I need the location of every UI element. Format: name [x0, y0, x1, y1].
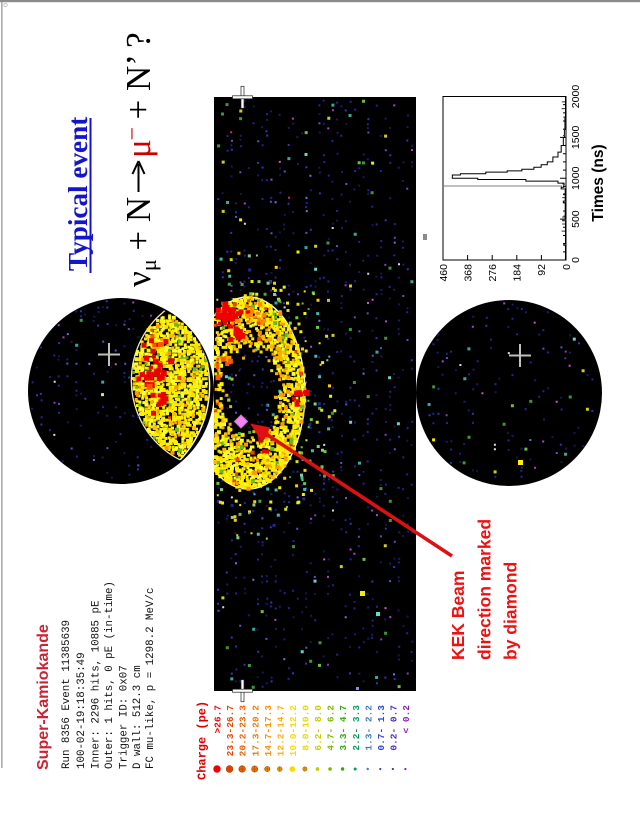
svg-text:0.2- 0.7: 0.2- 0.7 [388, 705, 399, 751]
svg-text:Super-Kamiokande: Super-Kamiokande [35, 624, 52, 770]
svg-text:8.0-10.0: 8.0-10.0 [301, 705, 312, 751]
svg-text:< 0.2: < 0.2 [401, 705, 412, 734]
svg-text:100-02-19:18:35:49: 100-02-19:18:35:49 [76, 652, 88, 769]
svg-text:Inner: 2296 hits, 10885 pE: Inner: 2296 hits, 10885 pE [91, 601, 103, 769]
svg-text:12.2-14.7: 12.2-14.7 [275, 705, 286, 757]
svg-text:276: 276 [487, 264, 499, 282]
svg-text:368: 368 [462, 264, 474, 282]
svg-text:>26.7: >26.7 [213, 705, 224, 734]
svg-text:by diamond: by diamond [501, 562, 521, 660]
svg-text:17.3-20.2: 17.3-20.2 [250, 705, 261, 757]
svg-text:νμ + N: νμ + N [119, 197, 161, 287]
svg-text:500: 500 [570, 210, 582, 228]
svg-text:1000: 1000 [570, 166, 582, 190]
svg-text:Times (ns): Times (ns) [590, 144, 607, 221]
svg-text:D wall: 512.3 cm: D wall: 512.3 cm [132, 665, 144, 769]
svg-text:FC mu-like, p = 1298.2 MeV/c: FC mu-like, p = 1298.2 MeV/c [145, 588, 157, 769]
svg-text:3.3- 4.7: 3.3- 4.7 [338, 705, 349, 751]
svg-text:Trigger ID: 0x07: Trigger ID: 0x07 [119, 665, 131, 769]
svg-text:Run 8356 Event 11385639: Run 8356 Event 11385639 [61, 620, 73, 769]
svg-text:184: 184 [512, 264, 524, 282]
svg-text:460: 460 [438, 264, 450, 282]
svg-text:μ– + N’ ?: μ– + N’ ? [117, 32, 158, 158]
svg-text:1.3- 2.2: 1.3- 2.2 [363, 705, 374, 751]
svg-text:Charge (pe): Charge (pe) [196, 701, 210, 780]
svg-text:2.2- 3.3: 2.2- 3.3 [351, 705, 362, 751]
svg-text:92: 92 [536, 264, 548, 276]
svg-text:0: 0 [561, 264, 573, 270]
svg-text:KEK Beam: KEK Beam [448, 571, 468, 660]
svg-text:2000: 2000 [570, 85, 582, 109]
svg-text:23.3-26.7: 23.3-26.7 [225, 705, 236, 757]
svg-text:Outer: 1 hits, 0 pE (in-time): Outer: 1 hits, 0 pE (in-time) [104, 581, 116, 769]
svg-text:Typical event: Typical event [63, 117, 93, 271]
svg-text:14.7-17.3: 14.7-17.3 [263, 705, 274, 757]
svg-text:direction marked: direction marked [475, 519, 495, 660]
svg-text:6.2- 8.0: 6.2- 8.0 [313, 705, 324, 751]
svg-text:20.2-23.3: 20.2-23.3 [238, 705, 249, 757]
svg-text:4.7- 6.2: 4.7- 6.2 [326, 705, 337, 751]
svg-text:1500: 1500 [570, 126, 582, 150]
svg-text:0.7- 1.3: 0.7- 1.3 [376, 705, 387, 751]
svg-text:0: 0 [570, 257, 582, 263]
svg-text:10.0-12.2: 10.0-12.2 [288, 705, 299, 757]
